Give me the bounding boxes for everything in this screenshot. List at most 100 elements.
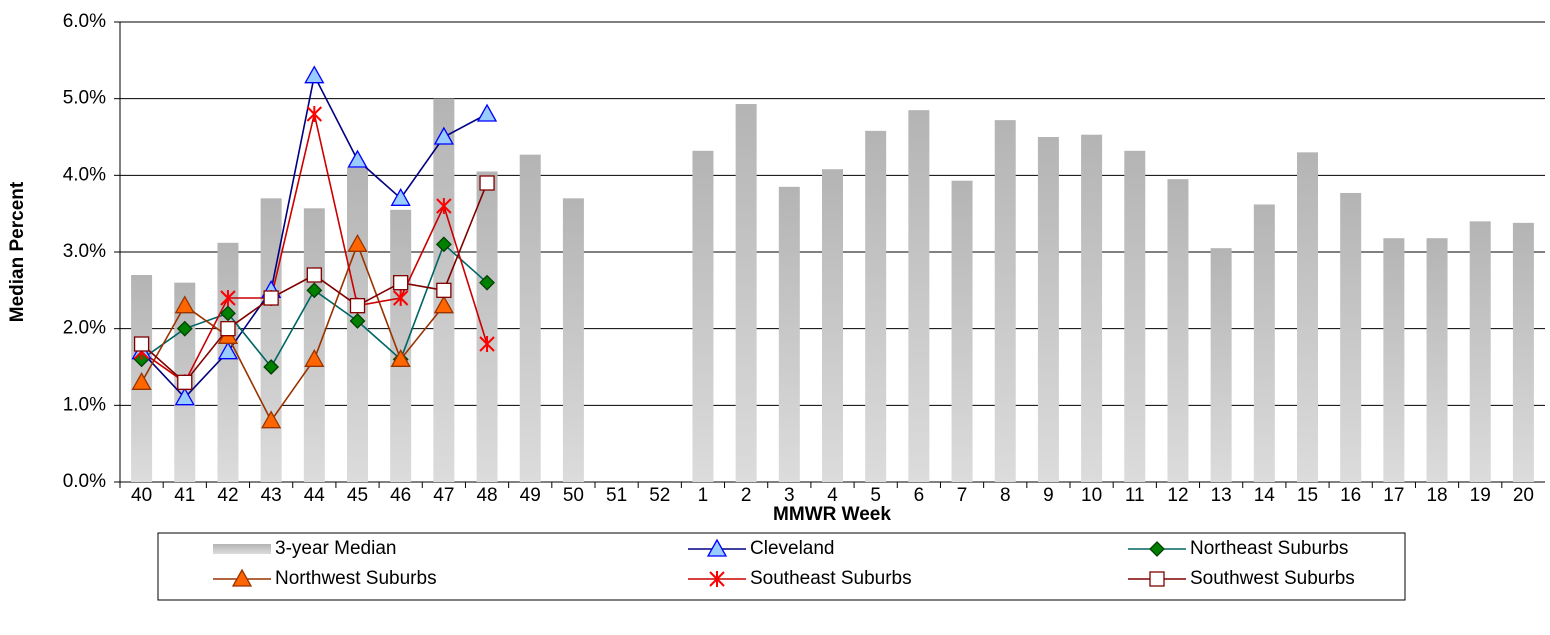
point-marker: [263, 359, 280, 375]
bar: [865, 130, 887, 482]
y-tick-label: 6.0%: [63, 11, 106, 32]
x-tick-label: 5: [870, 485, 881, 506]
x-tick-label: 3: [784, 485, 795, 506]
bar: [1469, 221, 1491, 483]
point-marker: [347, 149, 368, 168]
bar: [822, 169, 843, 482]
x-tick-label: 14: [1254, 485, 1276, 506]
x-axis-title: MMWR Week: [773, 504, 891, 525]
bar: [1383, 238, 1405, 482]
point-marker: [176, 320, 193, 337]
x-tick-label: 52: [649, 485, 670, 506]
x-tick-label: 6: [914, 485, 925, 506]
point-marker: [390, 188, 411, 206]
point-marker: [217, 341, 239, 360]
point-marker: [261, 410, 282, 429]
bar: [260, 198, 282, 483]
legend-marker: [1149, 541, 1165, 557]
point-marker: [220, 305, 236, 322]
x-tick-label: 15: [1297, 485, 1318, 506]
x-tick-label: 9: [1043, 485, 1054, 506]
point-marker: [435, 236, 452, 253]
bar: [1340, 192, 1362, 482]
x-tick-label: 45: [347, 485, 368, 506]
point-marker: [390, 349, 411, 367]
x-tick-label: 49: [520, 485, 541, 506]
bar: [303, 208, 325, 483]
legend-label: 3-year Median: [275, 538, 396, 559]
x-tick-label: 42: [217, 485, 238, 506]
x-tick-label: 17: [1383, 485, 1404, 506]
point-marker: [479, 336, 495, 352]
y-axis-title: Median Percent: [7, 181, 28, 322]
point-marker: [177, 374, 193, 390]
x-tick-label: 44: [304, 485, 326, 506]
bar: [1124, 150, 1146, 483]
legend-box: [157, 532, 1406, 601]
x-tick-label: 13: [1211, 485, 1232, 506]
point-marker: [393, 275, 409, 291]
point-marker: [304, 349, 325, 367]
y-tick-label: 2.0%: [63, 318, 106, 339]
bar: [217, 242, 239, 482]
y-tick-label: 4.0%: [63, 164, 106, 185]
point-marker: [349, 298, 366, 314]
y-tick-label: 0.0%: [63, 471, 106, 492]
x-tick-label: 11: [1125, 485, 1145, 506]
legend-label: Northwest Suburbs: [275, 568, 437, 589]
bar: [519, 154, 541, 482]
bar: [1037, 137, 1059, 482]
bar: [1167, 179, 1189, 482]
x-tick-label: 47: [433, 485, 454, 506]
bar: [692, 150, 714, 483]
bar: [390, 209, 412, 483]
bar: [735, 104, 757, 483]
legend-label: Southwest Suburbs: [1190, 568, 1355, 589]
x-tick-label: 20: [1513, 485, 1534, 506]
x-tick-label: 50: [563, 485, 584, 506]
point-marker: [174, 387, 195, 406]
bar: [1253, 204, 1275, 482]
x-tick-label: 43: [261, 485, 282, 506]
x-tick-label: 8: [1000, 485, 1011, 506]
y-tick-label: 5.0%: [63, 88, 106, 109]
x-tick-label: 1: [698, 485, 709, 506]
point-marker: [220, 321, 236, 337]
point-marker: [479, 175, 495, 191]
point-marker: [174, 295, 195, 314]
point-marker: [131, 372, 152, 390]
x-tick-label: 4: [827, 485, 838, 506]
point-marker: [392, 290, 409, 306]
x-tick-label: 7: [957, 485, 968, 506]
point-marker: [220, 290, 236, 306]
bar: [1512, 222, 1534, 482]
bar: [1297, 152, 1318, 483]
bar: [994, 120, 1016, 482]
point-marker: [476, 103, 498, 122]
x-tick-label: 48: [476, 485, 497, 506]
legend-label: Cleveland: [750, 538, 835, 559]
bar: [778, 186, 800, 483]
point-marker: [349, 313, 366, 329]
point-marker: [306, 106, 323, 122]
bar: [951, 180, 973, 482]
point-marker: [436, 282, 452, 298]
y-tick-label: 3.0%: [63, 241, 106, 262]
bar: [562, 198, 584, 483]
legend-swatch: [213, 544, 271, 554]
legend-label: Southeast Suburbs: [750, 568, 912, 589]
legend-marker: [709, 571, 725, 587]
x-tick-label: 16: [1340, 485, 1361, 506]
bar: [1081, 134, 1103, 482]
point-marker: [347, 234, 368, 252]
x-tick-label: 51: [606, 485, 627, 506]
point-marker: [263, 290, 279, 306]
x-tick-label: 40: [131, 485, 152, 506]
point-marker: [133, 336, 150, 352]
bar: [1210, 248, 1232, 482]
point-marker: [436, 198, 452, 214]
legend-marker: [231, 568, 253, 587]
point-marker: [306, 267, 322, 283]
